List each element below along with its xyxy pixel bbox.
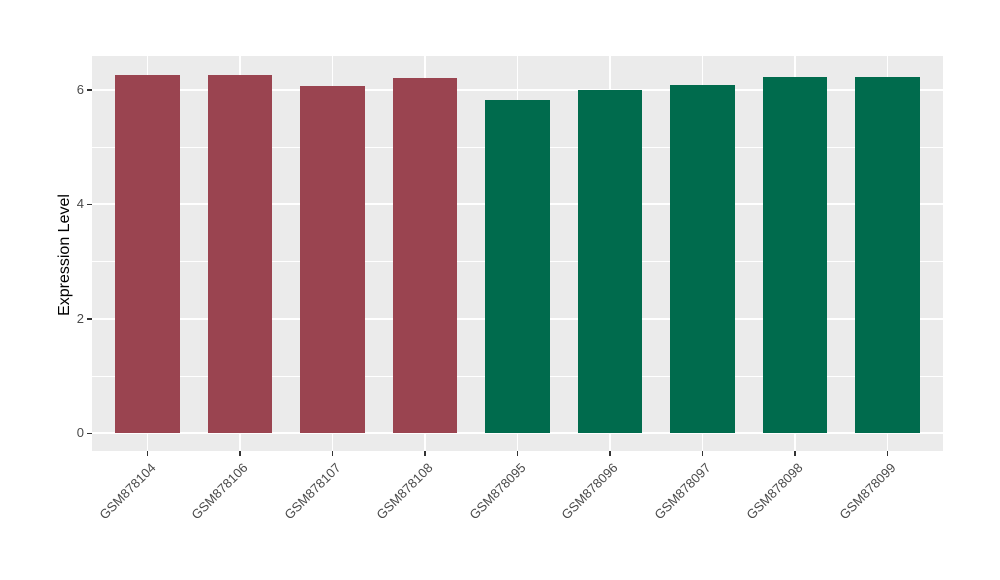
y-axis-title: Expression Level — [56, 194, 73, 316]
y-tick-label: 4 — [76, 196, 84, 212]
bar-GSM878108 — [392, 77, 458, 434]
bar-GSM878096 — [577, 90, 643, 434]
y-tick-label: 2 — [76, 310, 84, 326]
y-tick-label: 6 — [76, 81, 84, 97]
y-tick-mark — [87, 89, 92, 91]
x-tick-mark — [516, 451, 519, 456]
x-tick-label: GSM878099 — [835, 460, 899, 523]
x-tick-mark — [424, 451, 426, 456]
x-tick-label: GSM878108 — [373, 460, 436, 523]
bar-GSM878098 — [762, 76, 828, 434]
x-tick-label: GSM878106 — [188, 460, 251, 523]
x-tick-mark — [239, 451, 241, 456]
y-tick-label: 0 — [76, 425, 84, 441]
bar-GSM878099 — [855, 76, 920, 434]
x-tick-mark — [331, 451, 334, 456]
x-tick-mark — [886, 451, 889, 456]
x-tick-mark — [146, 451, 149, 456]
x-tick-label: GSM878097 — [650, 460, 714, 523]
bar-GSM878106 — [207, 74, 273, 434]
plot-panel — [92, 56, 943, 451]
y-tick-mark — [87, 318, 92, 320]
x-tick-label: GSM878095 — [465, 460, 529, 523]
x-tick-label: GSM878096 — [558, 460, 621, 523]
y-tick-mark — [87, 432, 92, 434]
x-tick-mark — [609, 451, 611, 456]
bar-GSM878097 — [670, 84, 735, 434]
bar-GSM878104 — [115, 74, 180, 434]
x-tick-label: GSM878098 — [743, 460, 806, 523]
bar-GSM878107 — [300, 85, 365, 434]
bar-GSM878095 — [485, 99, 550, 434]
x-tick-label: GSM878107 — [280, 460, 344, 523]
x-tick-mark — [701, 451, 704, 456]
x-tick-label: GSM878104 — [95, 460, 159, 523]
y-tick-mark — [87, 203, 92, 206]
x-tick-mark — [794, 451, 796, 456]
